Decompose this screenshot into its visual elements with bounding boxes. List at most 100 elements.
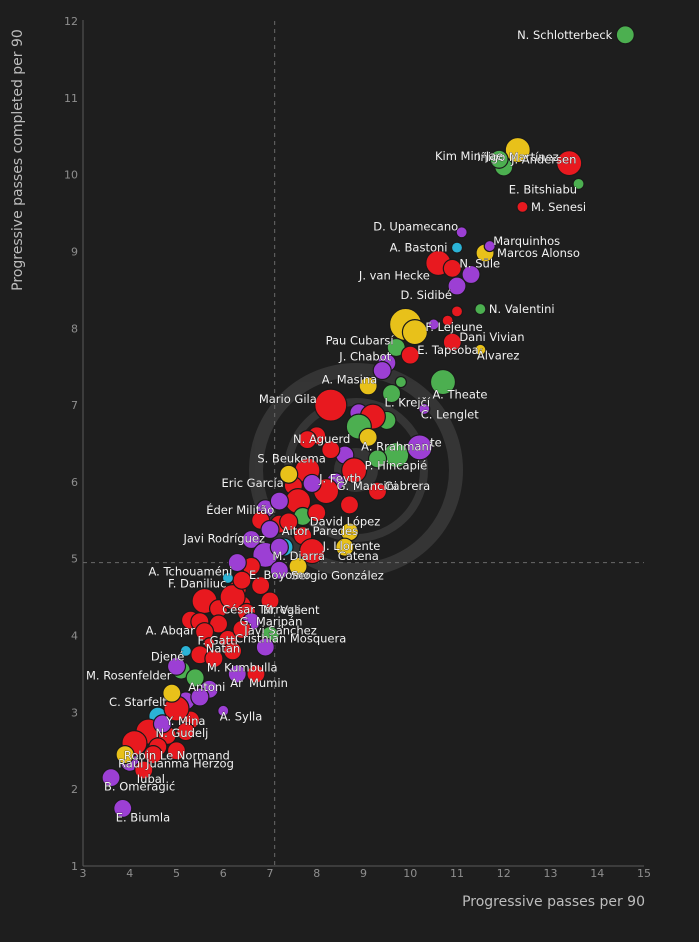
- y-axis-title: Progressive passes completed per 90: [10, 29, 26, 291]
- data-point: [341, 457, 368, 484]
- point-label: D. Sidibé: [400, 288, 452, 302]
- data-point: [166, 656, 187, 676]
- point-label: J. Andersen: [510, 152, 576, 166]
- y-tick-label: 7: [71, 399, 78, 412]
- point-label: Eric García: [222, 476, 284, 490]
- x-tick-labels: 3 4 5 6 7 8 9 10 11 12 13 14 15: [80, 867, 652, 880]
- y-tick-label: 6: [71, 476, 78, 489]
- point-label: M. Kumbulla: [207, 661, 278, 675]
- y-tick-label: 11: [64, 92, 78, 105]
- data-point: [152, 714, 173, 734]
- data-point: [269, 560, 289, 580]
- data-point: [504, 136, 531, 164]
- data-point: [314, 388, 348, 422]
- y-tick-label: 9: [71, 245, 78, 258]
- point-label: J. Chabot: [338, 349, 391, 363]
- data-point: [176, 721, 196, 742]
- point-label: Cristhian Mosquera: [235, 631, 346, 645]
- point-label: M. Valient: [263, 603, 320, 617]
- data-point: [381, 383, 402, 404]
- point-label: N. Valentini: [489, 302, 555, 316]
- x-tick-label: 14: [590, 867, 604, 880]
- point-label: E. Tapsoba: [417, 343, 478, 357]
- point-label: Iubal: [137, 772, 165, 786]
- data-point: [179, 644, 192, 658]
- y-tick-label: 8: [71, 322, 78, 335]
- data-point: [483, 239, 496, 253]
- point-label: J. Feyth: [318, 471, 361, 485]
- point-label: Antoni: [188, 680, 225, 694]
- data-point: [298, 537, 326, 565]
- data-point: [269, 491, 289, 511]
- point-label: Cabrera: [385, 479, 431, 493]
- data-point: [279, 512, 299, 532]
- data-point: [474, 302, 487, 316]
- point-label: C. Lenglet: [421, 407, 479, 421]
- y-tick-label: 4: [71, 630, 78, 643]
- point-label: te: [430, 435, 442, 449]
- x-tick-label: 12: [497, 867, 511, 880]
- point-label: A. Theate: [432, 388, 487, 402]
- point-label: M. Senesi: [531, 200, 586, 214]
- point-label: Aitor Paredes: [282, 524, 358, 538]
- data-point: [307, 503, 327, 523]
- data-point: [190, 687, 210, 707]
- point-label: Robin Le Normand: [124, 749, 230, 763]
- point-label: Iñigo Martínez: [477, 150, 559, 164]
- point-label: F. Gatti: [198, 634, 238, 648]
- point-label: Y. Mina: [165, 714, 205, 728]
- data-point: [101, 768, 121, 788]
- point-label: B. Omeragić: [104, 780, 175, 794]
- point-label: Marcos Alonso: [497, 246, 580, 260]
- x-tick-label: 4: [126, 867, 133, 880]
- data-point: [367, 449, 388, 469]
- y-tick-label: 3: [71, 706, 78, 719]
- point-label: Ar: [230, 676, 243, 690]
- data-point: [429, 368, 457, 396]
- point-label: E. Bitshiabu: [509, 182, 577, 196]
- data-point: [260, 519, 280, 540]
- y-tick-label: 12: [64, 15, 78, 28]
- data-point: [394, 375, 407, 389]
- data-point: [406, 434, 433, 461]
- data-point: [572, 177, 585, 190]
- point-label: A. Bastoni: [390, 241, 448, 255]
- x-tick-label: 9: [360, 867, 367, 880]
- point-label: P. Hincapié: [365, 458, 428, 472]
- data-point: [400, 345, 420, 365]
- point-label: Raúl: [118, 757, 143, 771]
- point-label: M. Rosenfelder: [86, 668, 172, 682]
- point-label: F. Lejeune: [425, 320, 482, 334]
- data-point: [302, 473, 322, 494]
- point-label: J. van Hecke: [358, 268, 430, 282]
- data-point: [335, 537, 355, 557]
- point-label: Natan: [206, 642, 241, 656]
- data-point: [260, 591, 280, 611]
- point-label: A. Abqar: [146, 624, 195, 638]
- y-tick-label: 2: [71, 783, 78, 796]
- x-tick-label: 15: [637, 867, 651, 880]
- data-point: [615, 25, 635, 45]
- point-label: A. Masina: [322, 373, 377, 387]
- data-point: [143, 745, 163, 765]
- data-point: [461, 264, 481, 285]
- data-point: [489, 149, 509, 169]
- x-axis-title: Progressive passes per 90: [462, 894, 645, 910]
- x-tick-label: 3: [80, 867, 87, 880]
- data-point: [447, 276, 467, 296]
- data-point: [223, 641, 243, 661]
- data-point: [246, 664, 266, 684]
- point-label: Juanma Herzog: [145, 757, 234, 771]
- x-tick-label: 13: [544, 867, 558, 880]
- x-tick-label: 8: [313, 867, 320, 880]
- data-point: [185, 668, 205, 688]
- data-point: [339, 495, 360, 515]
- x-tick-label: 5: [173, 867, 180, 880]
- point-label: César Tárrega: [222, 603, 301, 617]
- point-label: Mario Gila: [259, 392, 317, 406]
- data-point: [166, 741, 187, 761]
- data-point: [442, 332, 462, 352]
- point-label: D. Upamecano: [373, 219, 458, 233]
- data-point: [113, 798, 133, 818]
